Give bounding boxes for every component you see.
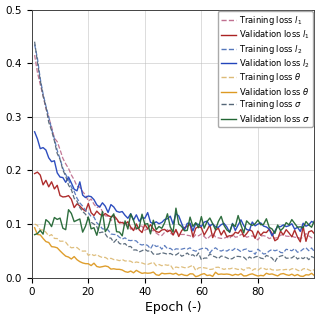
X-axis label: Epoch (-): Epoch (-) bbox=[145, 301, 201, 315]
Legend: Training loss $l_1$, Validation loss $l_1$, Training loss $l_2$, Validation loss: Training loss $l_1$, Validation loss $l_… bbox=[218, 11, 313, 126]
